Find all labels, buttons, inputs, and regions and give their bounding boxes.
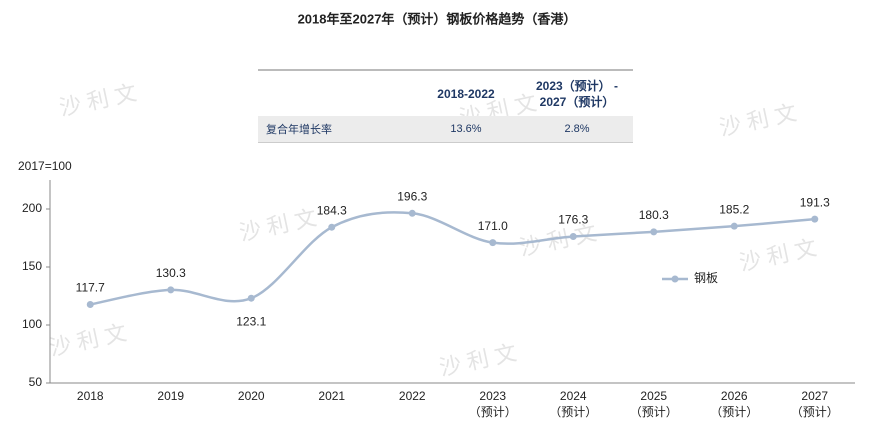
marker <box>86 300 94 308</box>
row-label: 复合年增长率 <box>266 124 332 136</box>
table-row: 复合年增长率 13.6% 2.8% <box>258 116 633 143</box>
x-tick-note: （预计） <box>549 405 597 419</box>
y-axis-label: 2017=100 <box>18 159 72 173</box>
y-tick-label: 50 <box>29 375 43 389</box>
marker <box>167 286 175 294</box>
data-label: 185.2 <box>719 202 749 216</box>
watermark: 沙 利 文 <box>47 320 129 361</box>
x-tick-note: （预计） <box>469 405 517 419</box>
data-label: 117.7 <box>76 281 105 295</box>
marker <box>569 232 577 240</box>
watermark: 沙 利 文 <box>57 80 139 121</box>
data-label: 196.3 <box>397 189 427 203</box>
watermark: 沙 利 文 <box>237 205 319 246</box>
x-tick-label: 2021 <box>318 389 345 403</box>
marker <box>489 239 497 247</box>
x-tick-label: 2019 <box>157 389 184 403</box>
data-label: 171.0 <box>478 219 508 233</box>
marker <box>408 209 416 217</box>
header-cell: 2018-2022 <box>437 86 495 101</box>
cell: 2.8% <box>564 123 590 135</box>
data-label: 191.3 <box>800 195 830 209</box>
header-cell: 2023（预计） - 2027（预计） <box>535 78 619 109</box>
x-tick-note: （预计） <box>791 405 839 419</box>
data-label: 176.3 <box>558 213 588 227</box>
x-tick-label: 2025 <box>640 389 667 403</box>
data-label: 180.3 <box>639 208 669 222</box>
y-tick-label: 200 <box>22 201 42 215</box>
y-tick-label: 100 <box>22 317 42 331</box>
marker <box>247 294 255 302</box>
watermark: 沙 利 文 <box>737 235 819 276</box>
legend-marker <box>671 275 679 283</box>
marker <box>730 222 738 230</box>
watermark: 沙 利 文 <box>717 100 799 141</box>
table-header: 2018-2022 2023（预计） - 2027（预计） <box>258 71 633 116</box>
line <box>90 211 815 306</box>
x-tick-label: 2027 <box>801 389 828 403</box>
marker <box>650 228 658 236</box>
legend-label: 钢板 <box>694 271 718 285</box>
x-tick-label: 2026 <box>721 389 748 403</box>
data-label: 123.1 <box>236 314 266 328</box>
y-tick-label: 150 <box>22 259 42 273</box>
cell: 13.6% <box>450 123 482 135</box>
x-tick-label: 2023 <box>479 389 506 403</box>
cagr-table: 2018-2022 2023（预计） - 2027（预计） 复合年增长率 13.… <box>258 69 633 143</box>
marker <box>328 223 336 231</box>
chart-title: 2018年至2027年（预计）钢板价格趋势（香港） <box>298 11 577 26</box>
watermark: 沙 利 文 <box>437 340 519 381</box>
data-label: 130.3 <box>156 266 186 280</box>
x-tick-label: 2020 <box>238 389 265 403</box>
x-tick-note: （预计） <box>710 405 758 419</box>
x-tick-label: 2024 <box>560 389 587 403</box>
x-tick-note: （预计） <box>630 405 678 419</box>
marker <box>811 215 819 223</box>
data-label: 184.3 <box>317 203 347 217</box>
x-tick-label: 2018 <box>77 389 104 403</box>
x-tick-label: 2022 <box>399 389 426 403</box>
